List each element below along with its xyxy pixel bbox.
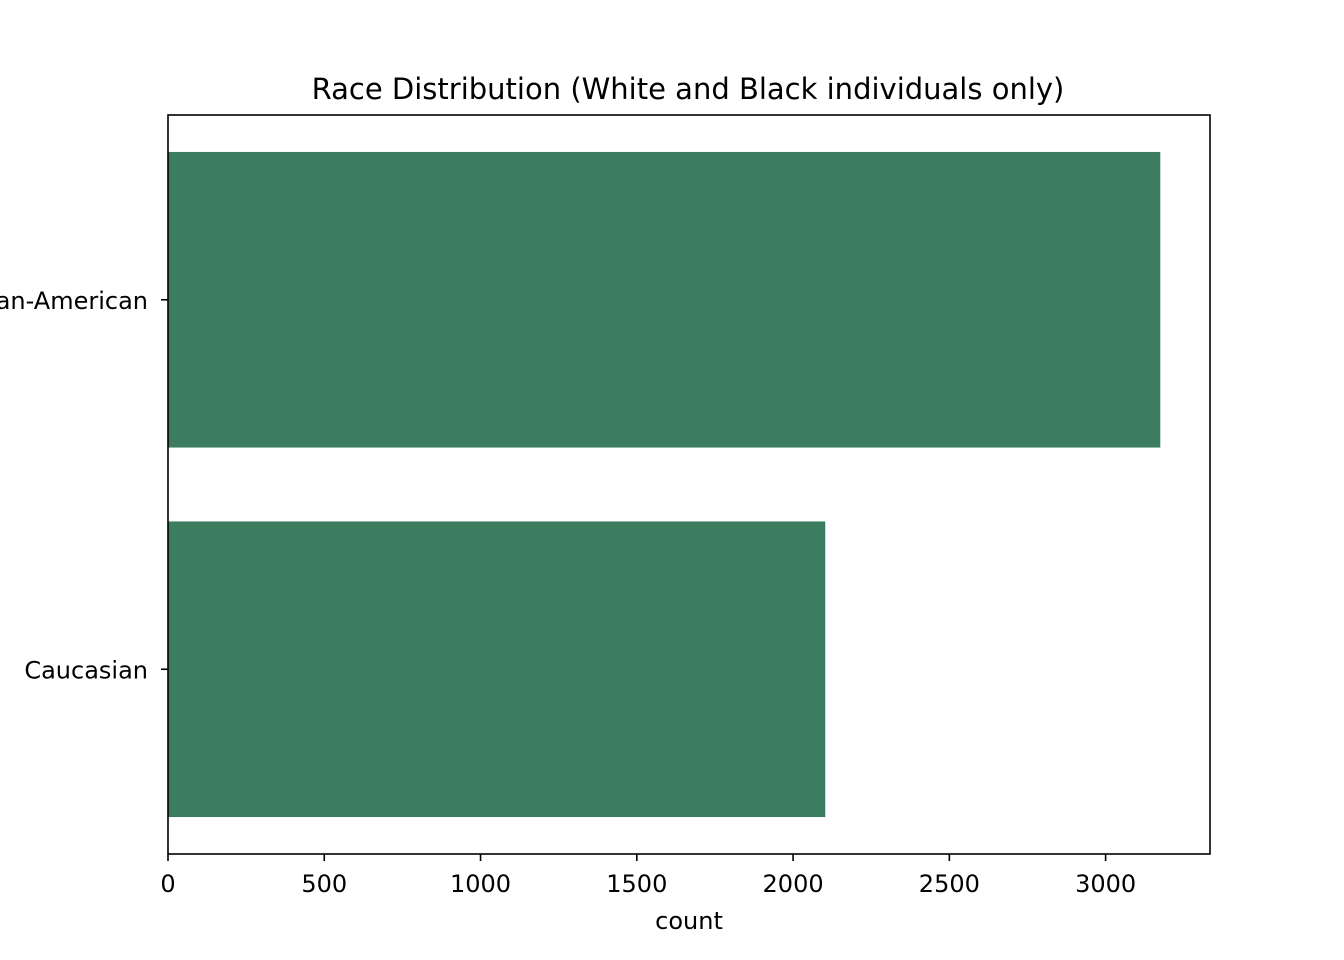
bars-group	[168, 151, 1161, 818]
x-tick-label: 2500	[919, 870, 980, 898]
chart-title: Race Distribution (White and Black indiv…	[312, 72, 1065, 106]
x-tick-label: 0	[160, 870, 175, 898]
y-tick-label: Caucasian	[24, 656, 148, 684]
x-axis-label: count	[655, 907, 723, 935]
x-tick-label: 3000	[1075, 870, 1136, 898]
y-tick-label: African-American	[0, 287, 148, 315]
x-tick-label: 1000	[450, 870, 511, 898]
x-tick-label: 1500	[606, 870, 667, 898]
x-tick-label: 2000	[763, 870, 824, 898]
bar-caucasian	[168, 521, 826, 818]
x-tick-label: 500	[301, 870, 347, 898]
x-axis-ticks: 0 500 1000 1500 2000 2500 3000	[160, 854, 1136, 898]
bar-african-american	[168, 151, 1161, 448]
plot-frame	[167, 114, 1211, 855]
y-axis-ticks: African-American Caucasian	[0, 287, 168, 684]
